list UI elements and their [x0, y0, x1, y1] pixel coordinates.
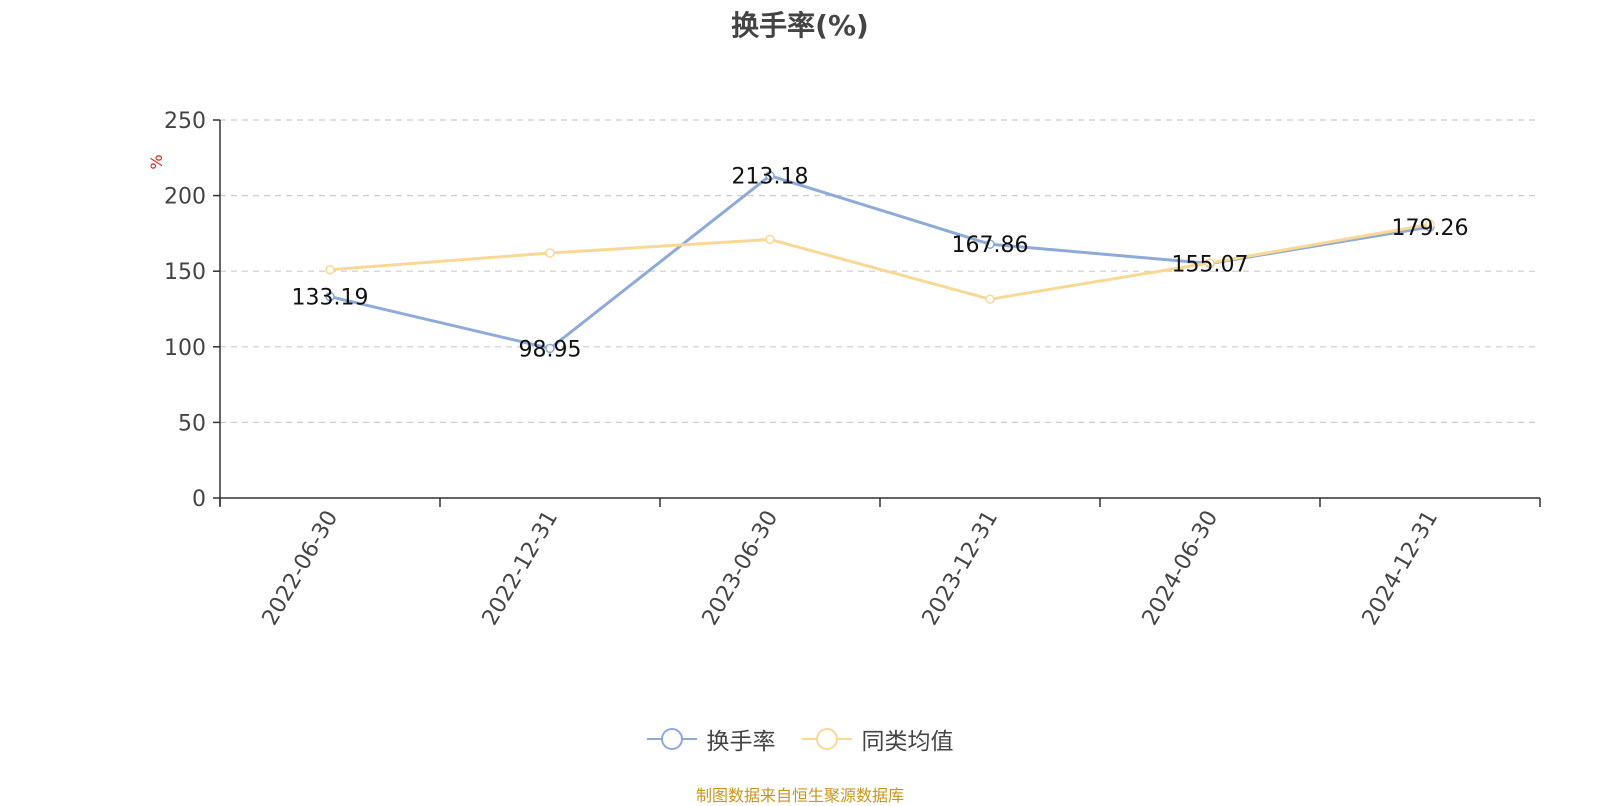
legend-item-turnover[interactable]: 换手率 — [646, 722, 776, 756]
chart-title: 换手率(%) — [731, 9, 869, 42]
y-tick-label: 150 — [164, 260, 206, 285]
data-point-turnover — [325, 291, 335, 302]
legend-line-circle-icon — [801, 728, 852, 750]
data-point-peer-average — [1205, 258, 1215, 268]
series-line-turnover — [329, 174, 1431, 350]
x-tick-label: 2023-06-30 — [698, 507, 784, 630]
chart-legend: 换手率 同类均值 — [0, 722, 1600, 756]
data-label: 167.86 — [952, 233, 1029, 258]
y-tick-label: 250 — [164, 109, 206, 134]
series-line-peer-average — [329, 222, 1431, 301]
data-label: 133.19 — [292, 286, 369, 311]
data-label: 98.95 — [519, 337, 582, 362]
legend-item-peer-average[interactable]: 同类均值 — [801, 722, 954, 756]
x-tick-label: 2022-06-30 — [258, 507, 344, 630]
data-point-turnover — [765, 170, 775, 181]
y-tick-label: 100 — [164, 336, 206, 361]
data-point-peer-average — [765, 234, 775, 245]
data-point-peer-average — [325, 264, 335, 275]
legend-label-turnover: 换手率 — [706, 729, 776, 755]
data-point-peer-average — [985, 294, 995, 304]
x-tick-label: 2024-12-31 — [1358, 507, 1444, 630]
x-tick-label: 2024-06-30 — [1138, 507, 1224, 630]
x-tick-label: 2023-12-31 — [918, 507, 1004, 630]
data-point-turnover — [985, 239, 995, 249]
y-axis-unit-label: % — [147, 154, 166, 169]
y-tick-label: 50 — [178, 411, 206, 436]
data-label: 213.18 — [732, 165, 809, 190]
y-tick-label: 0 — [192, 487, 206, 512]
legend-line-circle-icon — [646, 728, 697, 750]
data-point-turnover — [545, 343, 555, 354]
legend-label-peer-average: 同类均值 — [861, 729, 954, 755]
source-note: 制图数据来自恒生聚源数据库 — [695, 786, 904, 805]
x-tick-label: 2022-12-31 — [478, 507, 564, 630]
data-label: 179.26 — [1392, 216, 1469, 241]
y-tick-label: 200 — [164, 185, 206, 210]
data-point-peer-average — [545, 248, 555, 258]
data-point-peer-average — [1425, 219, 1435, 230]
data-label: 155.07 — [1172, 253, 1249, 278]
